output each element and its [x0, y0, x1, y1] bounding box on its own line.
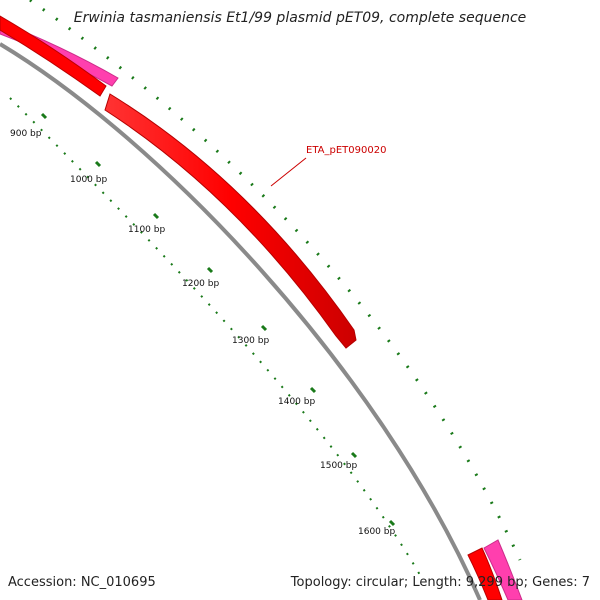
gene-arc-red-top[interactable]: [0, 15, 107, 97]
tick-1400: [309, 386, 317, 394]
gene-label[interactable]: ETA_pET090020: [306, 145, 386, 156]
gene-arrow-eta-pet090020[interactable]: [104, 93, 357, 349]
scale-ruler: [9, 97, 421, 576]
plasmid-backbone: [0, 42, 482, 600]
tick-1600: [388, 519, 396, 527]
tick-label-1600: 1600 bp: [358, 527, 395, 537]
tick-label-1500: 1500 bp: [320, 461, 357, 471]
tick-label-1200: 1200 bp: [182, 279, 219, 289]
sequence-summary: Topology: circular; Length: 9,299 bp; Ge…: [290, 575, 590, 590]
gene-label-leader: [270, 157, 307, 187]
tick-label-1100: 1100 bp: [128, 225, 165, 235]
accession-label: Accession: NC_010695: [8, 575, 156, 590]
tick-label-1400: 1400 bp: [278, 397, 315, 407]
tick-1300: [260, 324, 268, 332]
gene-arc-red-bottom[interactable]: [467, 547, 503, 600]
tick-label-900: 900 bp: [10, 129, 42, 139]
scale-major-ticks: [40, 112, 396, 527]
tick-1200: [206, 266, 214, 274]
tick-1500: [350, 451, 358, 459]
tick-label-1000: 1000 bp: [70, 175, 107, 185]
tick-1100: [152, 212, 160, 220]
map-title: Erwinia tasmaniensis Et1/99 plasmid pET0…: [73, 10, 527, 26]
tick-label-1300: 1300 bp: [232, 336, 269, 346]
tick-900: [40, 112, 48, 120]
tick-1000: [94, 160, 102, 168]
